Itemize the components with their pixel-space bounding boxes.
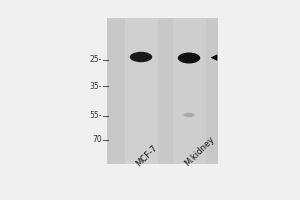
Text: 70: 70	[92, 136, 102, 144]
Ellipse shape	[130, 52, 152, 62]
Text: M.kidney: M.kidney	[183, 135, 216, 168]
Ellipse shape	[183, 113, 195, 117]
Bar	[124, 18, 158, 164]
Text: 25-: 25-	[90, 55, 102, 64]
Ellipse shape	[178, 52, 200, 64]
Text: 35-: 35-	[89, 82, 102, 90]
Bar	[106, 18, 218, 164]
Text: 55-: 55-	[89, 112, 102, 120]
Bar	[172, 18, 206, 164]
Text: MCF-7: MCF-7	[135, 143, 160, 168]
